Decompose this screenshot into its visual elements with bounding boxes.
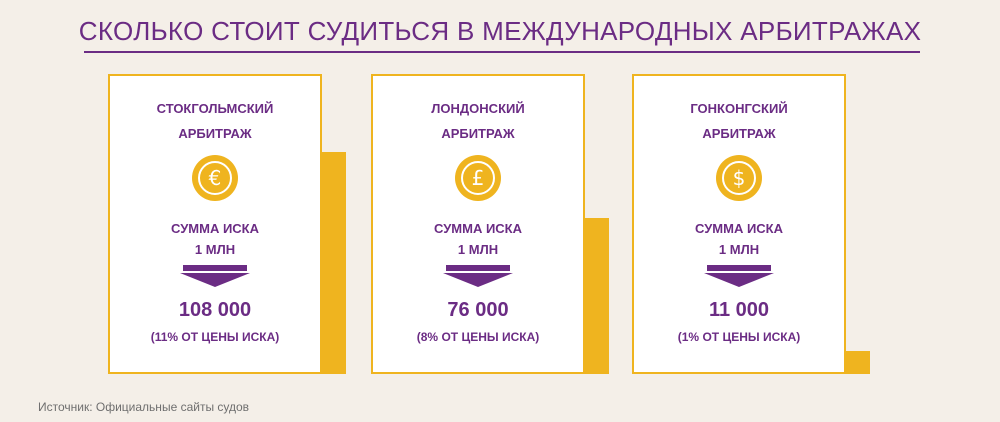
claim-amount: СУММА ИСКА 1 МЛН [110, 218, 320, 260]
claim-label: СУММА ИСКА [433, 221, 523, 236]
arbitration-name-line2: АРБИТРАЖ [178, 126, 252, 141]
cost-percent: (11% ОТ ЦЕНЫ ИСКА) [150, 330, 280, 344]
title-divider [84, 51, 920, 53]
arbitration-name-line1: ЛОНДОНСКИЙ [431, 101, 525, 116]
down-arrow-icon [704, 265, 774, 287]
currency-symbol: $ [733, 166, 746, 190]
panel-london: ЛОНДОНСКИЙ АРБИТРАЖ £ СУММА ИСКА 1 МЛН 7… [371, 74, 585, 374]
claim-value: 1 МЛН [457, 242, 499, 257]
currency-symbol: € [209, 166, 222, 190]
claim-label: СУММА ИСКА [170, 221, 260, 236]
page-title: СКОЛЬКО СТОИТ СУДИТЬСЯ В МЕЖДУНАРОДНЫХ А… [78, 16, 922, 46]
currency-symbol: £ [472, 166, 485, 190]
euro-coin-icon: € [192, 155, 238, 201]
claim-label: СУММА ИСКА [694, 221, 784, 236]
cost-percent: (8% ОТ ЦЕНЫ ИСКА) [416, 330, 540, 344]
arbitration-name: СТОКГОЛЬМСКИЙ АРБИТРАЖ [110, 96, 320, 146]
pound-coin-icon: £ [455, 155, 501, 201]
cost-percent: (1% ОТ ЦЕНЫ ИСКА) [677, 330, 801, 344]
down-arrow-icon [443, 265, 513, 287]
arbitration-name-line2: АРБИТРАЖ [702, 126, 776, 141]
down-arrow-icon [180, 265, 250, 287]
cost-value: 76 000 [447, 299, 509, 321]
arbitration-name: ЛОНДОНСКИЙ АРБИТРАЖ [373, 96, 583, 146]
arbitration-name-line1: ГОНКОНГСКИЙ [690, 101, 788, 116]
claim-value: 1 МЛН [194, 242, 236, 257]
claim-amount: СУММА ИСКА 1 МЛН [634, 218, 844, 260]
dollar-coin-icon: $ [716, 155, 762, 201]
source-note: Источник: Официальные сайты судов [38, 400, 250, 414]
panel-stockholm: СТОКГОЛЬМСКИЙ АРБИТРАЖ € СУММА ИСКА 1 МЛ… [108, 74, 322, 374]
cost-value: 11 000 [708, 299, 770, 321]
panel-hong-kong: ГОНКОНГСКИЙ АРБИТРАЖ $ СУММА ИСКА 1 МЛН … [632, 74, 846, 374]
arbitration-name-line1: СТОКГОЛЬМСКИЙ [156, 101, 274, 116]
arbitration-name: ГОНКОНГСКИЙ АРБИТРАЖ [634, 96, 844, 146]
claim-value: 1 МЛН [718, 242, 760, 257]
claim-amount: СУММА ИСКА 1 МЛН [373, 218, 583, 260]
arbitration-name-line2: АРБИТРАЖ [441, 126, 515, 141]
cost-value: 108 000 [178, 299, 252, 321]
